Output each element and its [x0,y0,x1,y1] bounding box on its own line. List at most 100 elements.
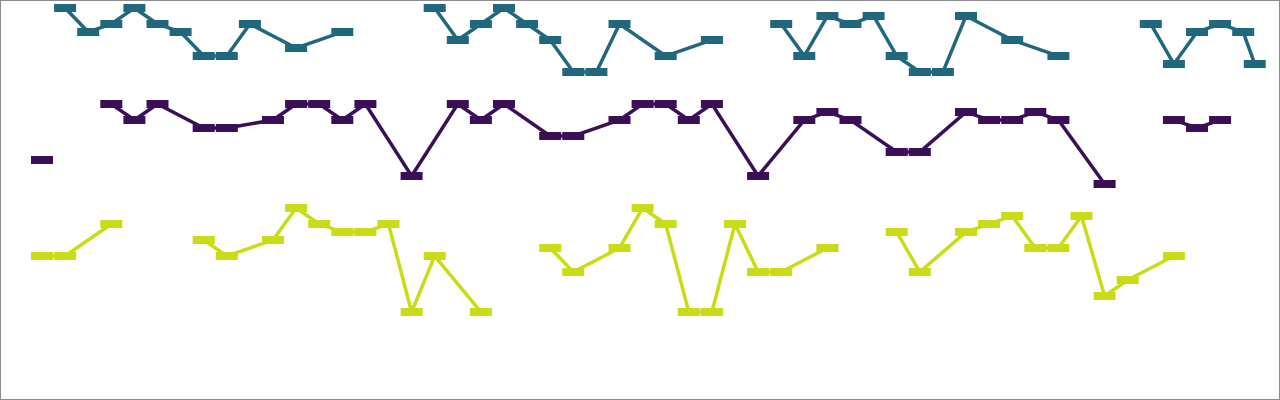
data-point-marker [700,308,723,316]
series-segment [894,230,922,274]
data-point-marker [562,268,585,276]
data-point-marker [770,20,793,28]
data-point-marker [423,252,446,260]
series-segment [1241,30,1257,66]
data-point-marker [285,44,308,52]
data-point-marker [377,220,400,228]
data-point-marker [885,148,908,156]
data-point-marker [446,100,469,108]
data-point-marker [331,228,354,236]
series-segment [432,6,460,42]
data-point-marker [955,228,977,236]
data-point-marker [169,28,192,36]
data-point-marker [262,116,284,124]
series-segment [409,102,460,178]
data-point-marker [885,228,908,236]
data-point-marker [1162,116,1185,124]
data-point-marker [54,4,77,12]
series-segment [1010,214,1038,250]
data-point-marker [677,116,700,124]
data-point-marker [100,100,123,108]
data-point-marker [400,172,423,180]
data-point-marker [1162,60,1185,68]
data-point-marker [31,252,53,260]
data-point-marker [908,268,931,276]
data-point-marker [146,20,169,28]
data-point-marker [1186,28,1208,36]
data-point-marker [978,220,1001,228]
data-point-marker [1186,124,1208,132]
data-point-marker [331,28,354,36]
series-teal-0 [54,4,1266,76]
series-segment [918,110,968,154]
data-point-marker [215,52,238,60]
data-point-marker [1047,52,1070,60]
data-point-marker [631,100,654,108]
series-segment [617,206,645,250]
series-segment [802,14,830,58]
data-point-marker [585,68,608,76]
data-point-marker [793,116,816,124]
data-point-marker [539,132,562,140]
data-point-marker [608,116,631,124]
data-point-marker [493,100,515,108]
series-purple-1 [100,100,1232,188]
data-point-marker [1047,244,1070,252]
data-point-marker [285,204,308,212]
data-point-marker [862,12,885,20]
data-point-marker [354,228,377,236]
data-point-marker [238,20,261,28]
data-point-marker [1024,244,1047,252]
data-point-marker [1209,116,1232,124]
data-point-marker [539,244,562,252]
data-point-marker [654,52,677,60]
data-point-marker [1070,212,1093,220]
data-point-marker [215,252,238,260]
series-purple-2 [31,156,53,164]
series-segment [941,14,968,74]
data-point-marker [516,20,539,28]
data-point-marker [724,220,746,228]
data-point-marker [1243,60,1266,68]
data-point-marker [908,148,931,156]
data-point-marker [1001,36,1024,44]
data-point-marker [285,100,308,108]
data-point-marker [793,52,816,60]
data-point-marker [1162,252,1185,260]
data-point-marker [539,36,562,44]
data-point-marker [446,36,469,44]
series-segment [432,254,483,314]
data-point-marker [331,116,354,124]
data-point-marker [562,68,585,76]
series-segment [1079,214,1107,298]
series-segment [848,118,899,154]
data-point-marker [770,268,793,276]
data-point-marker [262,236,284,244]
data-point-marker [654,220,677,228]
series-segment [271,206,298,242]
data-point-marker [839,20,862,28]
series-segment [502,102,552,138]
data-point-marker [978,116,1001,124]
data-point-marker [192,124,215,132]
data-point-marker [955,108,977,116]
series-segment [710,222,737,314]
data-point-marker [469,20,492,28]
data-point-marker [1001,212,1024,220]
series-segment [594,22,622,74]
data-point-marker [1093,180,1116,188]
data-point-marker [1001,116,1024,124]
series-segment [779,22,807,58]
series-segment [63,222,114,258]
data-point-marker [1024,108,1047,116]
data-point-marker [100,220,123,228]
series-segment [1056,118,1107,186]
data-point-marker [423,4,446,12]
data-point-marker [677,308,700,316]
data-point-marker [308,220,331,228]
data-point-marker [700,100,723,108]
series-yellow-3 [31,204,1185,316]
series-segment [1149,22,1176,66]
data-point-marker [123,4,146,12]
